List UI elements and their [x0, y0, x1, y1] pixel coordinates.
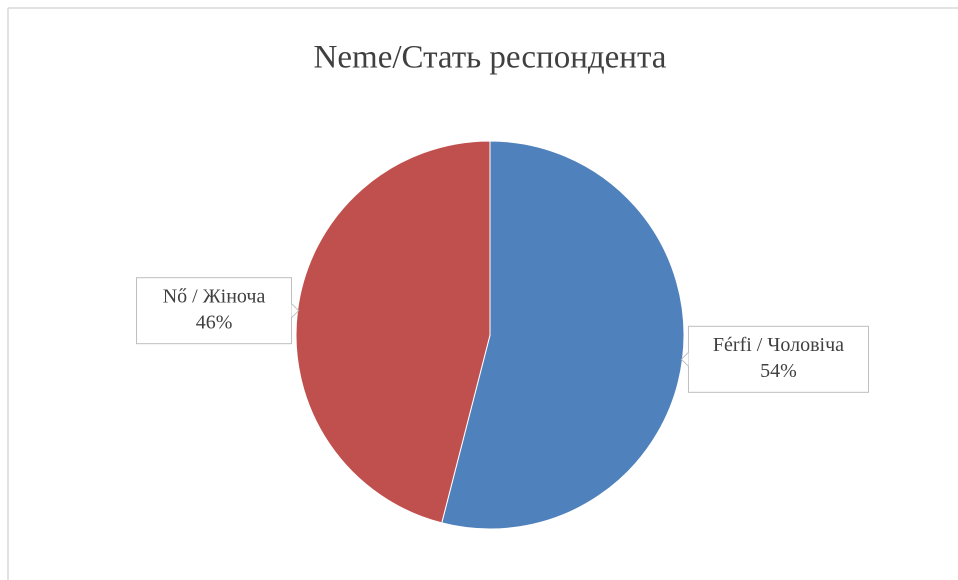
label-box	[687, 325, 869, 393]
label-pointer	[680, 351, 689, 367]
data-label-value: 46%	[196, 311, 233, 333]
chart-title: Neme/Стать респондента	[314, 40, 667, 76]
data-label-value: 54%	[760, 360, 797, 382]
data-label-name: Nő / Жіноча	[163, 285, 266, 307]
label-box	[136, 277, 293, 345]
data-label-name: Férfi / Чоловіча	[713, 334, 844, 356]
label-pointer	[291, 303, 300, 319]
